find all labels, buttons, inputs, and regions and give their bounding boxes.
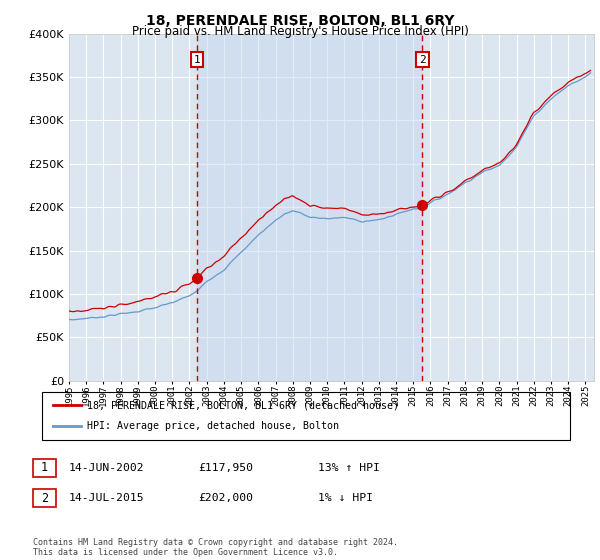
Text: 2: 2 bbox=[419, 55, 426, 64]
Text: 14-JUL-2015: 14-JUL-2015 bbox=[69, 493, 145, 503]
Text: 14-JUN-2002: 14-JUN-2002 bbox=[69, 463, 145, 473]
Text: 13% ↑ HPI: 13% ↑ HPI bbox=[318, 463, 380, 473]
Text: 2: 2 bbox=[41, 492, 48, 505]
Text: Price paid vs. HM Land Registry's House Price Index (HPI): Price paid vs. HM Land Registry's House … bbox=[131, 25, 469, 38]
Text: £117,950: £117,950 bbox=[198, 463, 253, 473]
Text: 18, PERENDALE RISE, BOLTON, BL1 6RY: 18, PERENDALE RISE, BOLTON, BL1 6RY bbox=[146, 14, 454, 28]
Text: 1: 1 bbox=[41, 461, 48, 474]
Text: £202,000: £202,000 bbox=[198, 493, 253, 503]
Text: Contains HM Land Registry data © Crown copyright and database right 2024.
This d: Contains HM Land Registry data © Crown c… bbox=[33, 538, 398, 557]
Text: HPI: Average price, detached house, Bolton: HPI: Average price, detached house, Bolt… bbox=[87, 421, 339, 431]
Text: 18, PERENDALE RISE, BOLTON, BL1 6RY (detached house): 18, PERENDALE RISE, BOLTON, BL1 6RY (det… bbox=[87, 400, 399, 410]
Text: 1: 1 bbox=[194, 55, 200, 64]
Text: 1% ↓ HPI: 1% ↓ HPI bbox=[318, 493, 373, 503]
